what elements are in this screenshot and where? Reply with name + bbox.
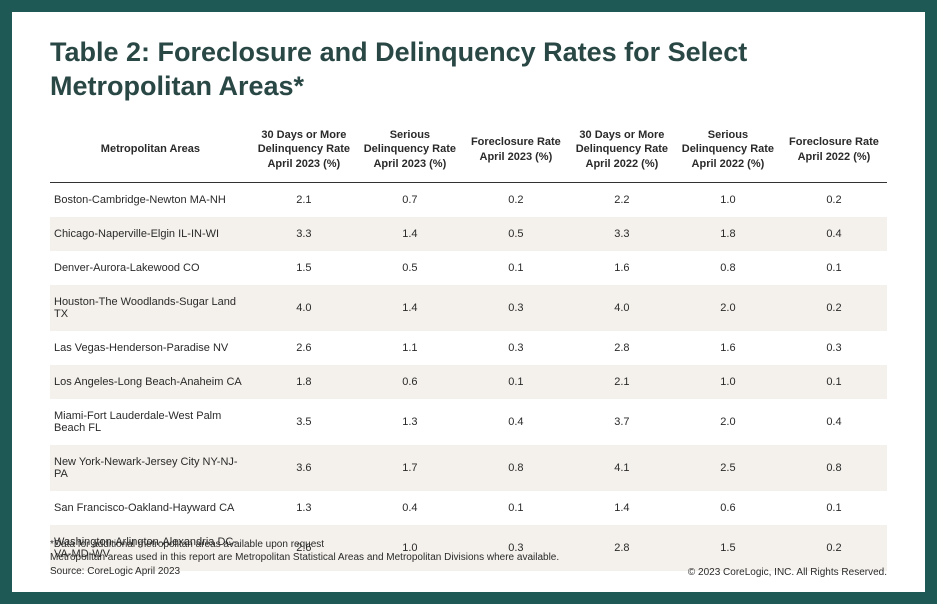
metro-cell: Las Vegas-Henderson-Paradise NV [50,331,251,365]
value-cell: 0.6 [675,491,781,525]
value-cell: 1.8 [675,217,781,251]
data-table: Metropolitan Areas 30 Days or More Delin… [50,122,887,572]
table-row: Los Angeles-Long Beach-Anaheim CA1.80.60… [50,365,887,399]
value-cell: 0.4 [781,217,887,251]
value-cell: 1.3 [357,399,463,445]
value-cell: 0.8 [675,251,781,285]
value-cell: 4.1 [569,445,675,491]
value-cell: 0.1 [463,365,569,399]
table-row: Miami-Fort Lauderdale-West Palm Beach FL… [50,399,887,445]
value-cell: 4.0 [569,285,675,331]
report-page: Table 2: Foreclosure and Delinquency Rat… [12,12,925,592]
table-row: Boston-Cambridge-Newton MA-NH2.10.70.22.… [50,183,887,218]
value-cell: 1.0 [675,365,781,399]
value-cell: 0.5 [357,251,463,285]
value-cell: 1.0 [675,183,781,218]
value-cell: 0.2 [781,183,887,218]
table-row: New York-Newark-Jersey City NY-NJ-PA3.61… [50,445,887,491]
table-row: Las Vegas-Henderson-Paradise NV2.61.10.3… [50,331,887,365]
metro-cell: Houston-The Woodlands-Sugar Land TX [50,285,251,331]
metro-cell: New York-Newark-Jersey City NY-NJ-PA [50,445,251,491]
table-title: Table 2: Foreclosure and Delinquency Rat… [50,36,770,104]
col-header-30d-2022: 30 Days or More Delinquency Rate April 2… [569,122,675,183]
table-row: San Francisco-Oakland-Hayward CA1.30.40.… [50,491,887,525]
value-cell: 0.5 [463,217,569,251]
value-cell: 2.2 [569,183,675,218]
table-row: Chicago-Naperville-Elgin IL-IN-WI3.31.40… [50,217,887,251]
value-cell: 0.1 [781,491,887,525]
value-cell: 3.6 [251,445,357,491]
col-header-serious-2022: Serious Delinquency Rate April 2022 (%) [675,122,781,183]
value-cell: 2.5 [675,445,781,491]
value-cell: 1.7 [357,445,463,491]
col-header-serious-2023: Serious Delinquency Rate April 2023 (%) [357,122,463,183]
value-cell: 1.5 [251,251,357,285]
value-cell: 0.7 [357,183,463,218]
value-cell: 0.6 [357,365,463,399]
value-cell: 2.0 [675,399,781,445]
value-cell: 1.8 [251,365,357,399]
table-row: Houston-The Woodlands-Sugar Land TX4.01.… [50,285,887,331]
value-cell: 0.1 [781,251,887,285]
value-cell: 4.0 [251,285,357,331]
metro-cell: Chicago-Naperville-Elgin IL-IN-WI [50,217,251,251]
value-cell: 0.1 [463,491,569,525]
value-cell: 0.8 [463,445,569,491]
table-body: Boston-Cambridge-Newton MA-NH2.10.70.22.… [50,183,887,572]
value-cell: 2.1 [251,183,357,218]
value-cell: 1.6 [569,251,675,285]
value-cell: 0.3 [781,331,887,365]
value-cell: 1.1 [357,331,463,365]
value-cell: 0.4 [357,491,463,525]
value-cell: 1.4 [569,491,675,525]
copyright-text: © 2023 CoreLogic, INC. All Rights Reserv… [688,567,887,578]
col-header-foreclose-2023: Foreclosure Rate April 2023 (%) [463,122,569,183]
value-cell: 0.3 [463,285,569,331]
value-cell: 0.1 [463,251,569,285]
value-cell: 0.2 [781,285,887,331]
value-cell: 1.4 [357,217,463,251]
table-header-row: Metropolitan Areas 30 Days or More Delin… [50,122,887,183]
value-cell: 3.5 [251,399,357,445]
value-cell: 3.3 [251,217,357,251]
value-cell: 0.4 [781,399,887,445]
metro-cell: San Francisco-Oakland-Hayward CA [50,491,251,525]
value-cell: 1.6 [675,331,781,365]
col-header-metro: Metropolitan Areas [50,122,251,183]
value-cell: 0.8 [781,445,887,491]
table-row: Denver-Aurora-Lakewood CO1.50.50.11.60.8… [50,251,887,285]
value-cell: 2.0 [675,285,781,331]
metro-cell: Miami-Fort Lauderdale-West Palm Beach FL [50,399,251,445]
value-cell: 0.4 [463,399,569,445]
col-header-foreclose-2022: Foreclosure Rate April 2022 (%) [781,122,887,183]
metro-cell: Los Angeles-Long Beach-Anaheim CA [50,365,251,399]
footer: *Data for additional metropolitan areas … [50,538,887,579]
value-cell: 0.1 [781,365,887,399]
value-cell: 1.3 [251,491,357,525]
value-cell: 3.7 [569,399,675,445]
value-cell: 0.3 [463,331,569,365]
footnote-text: *Data for additional metropolitan areas … [50,538,559,579]
value-cell: 1.4 [357,285,463,331]
value-cell: 2.1 [569,365,675,399]
metro-cell: Boston-Cambridge-Newton MA-NH [50,183,251,218]
col-header-30d-2023: 30 Days or More Delinquency Rate April 2… [251,122,357,183]
value-cell: 2.6 [251,331,357,365]
value-cell: 0.2 [463,183,569,218]
metro-cell: Denver-Aurora-Lakewood CO [50,251,251,285]
value-cell: 3.3 [569,217,675,251]
value-cell: 2.8 [569,331,675,365]
